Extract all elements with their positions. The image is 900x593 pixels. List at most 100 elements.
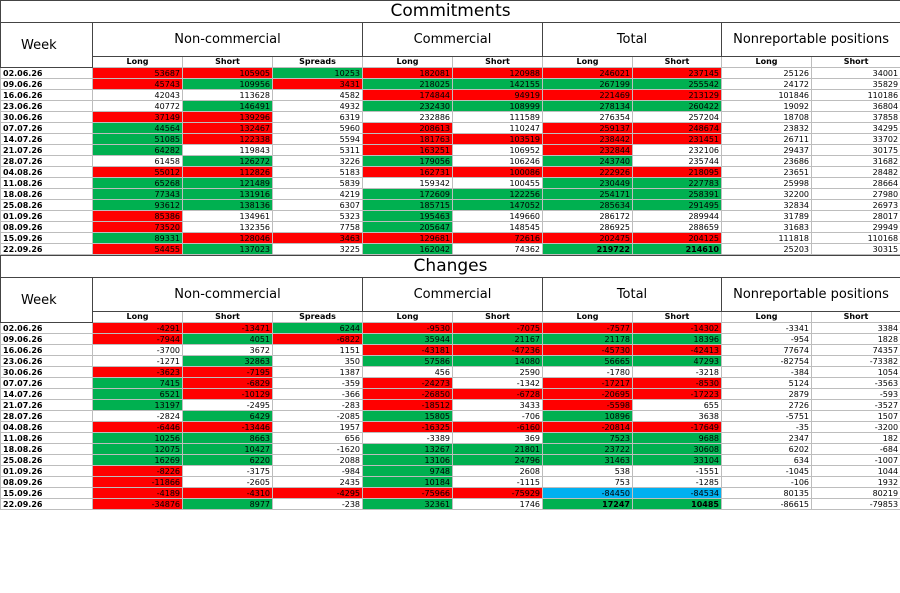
value-cell: 142155 [452,78,543,90]
value-cell: 369 [452,432,543,444]
table-row: 16.06.26 -3700 3672 1151 -43181 -47236 -45730-… [0,344,900,356]
value-cell: 10253 [272,67,363,79]
value-cell: 162042 [362,243,453,255]
week-cell: 07.07.26 [0,377,93,389]
value-cell: -6728 [452,388,543,400]
value-cell: -7075 [452,322,543,334]
week-cell: 21.07.26 [0,144,93,156]
value-cell: 138136 [182,199,273,211]
table-row: 09.06.26 -7944 4051 -6822 35944 21167 21178 183… [0,333,900,345]
value-cell: 259137 [542,122,633,134]
value-cell: 5960 [272,122,363,134]
subheader: Spreads [272,56,363,68]
value-cell: 21167 [452,333,543,345]
value-cell: 14080 [452,355,543,367]
value-cell: 106952 [452,144,543,156]
value-cell: 219722 [542,243,633,255]
value-cell: 3431 [272,78,363,90]
value-cell: -1342 [452,377,543,389]
value-cell: 16269 [92,454,183,466]
value-cell: 56665 [542,355,633,367]
value-cell: -4291 [92,322,183,334]
week-cell: 18.08.26 [0,188,93,200]
value-cell: 7523 [542,432,633,444]
value-cell: 111589 [452,111,543,123]
value-cell: 110186 [810,89,900,101]
value-cell: 139296 [182,111,273,123]
value-cell: 36804 [810,100,900,112]
week-cell: 25.08.26 [0,454,93,466]
value-cell: -42413 [632,344,722,356]
value-cell: 129681 [362,232,453,244]
value-cell: 181763 [362,133,453,145]
value-cell: -6829 [182,377,273,389]
week-cell: 30.06.26 [0,111,93,123]
value-cell: 2726 [721,399,812,411]
value-cell: 126272 [182,155,273,167]
value-cell: -82754 [721,355,812,367]
week-cell: 28.07.26 [0,155,93,167]
value-cell: 120988 [452,67,543,79]
value-cell: -26850 [362,388,453,400]
value-cell: 13106 [362,454,453,466]
value-cell: 260422 [632,100,722,112]
value-cell: 26711 [721,133,812,145]
value-cell: -1620 [272,443,363,455]
value-cell: -4295 [272,487,363,499]
value-cell: 23651 [721,166,812,178]
value-cell: 255542 [632,78,722,90]
subheader: Short [632,56,722,68]
table-row: 15.09.26 -4189 -4310 -4295 -75966 -75929 -8445… [0,487,900,499]
table-row: 28.07.26 -2824 6429 -2085 15805 -706 10896 3638… [0,410,900,422]
value-cell: 61458 [92,155,183,167]
table-row: 21.07.26 13197 -2495 -283 -18512 3433 -5598 655… [0,399,900,411]
value-cell: 286925 [542,221,633,233]
value-cell: 103519 [452,133,543,145]
value-cell: -238 [272,498,363,510]
value-cell: 174844 [362,89,453,101]
value-cell: -1115 [452,476,543,488]
value-cell: 3225 [272,243,363,255]
value-cell: 8977 [182,498,273,510]
table-row: 14.07.26 6521 -10129 -366 -26850 -6728 -20695-… [0,388,900,400]
subheader: Spreads [272,311,363,323]
changes-title: Changes [0,255,900,278]
value-cell: 218095 [632,166,722,178]
value-cell: 85386 [92,210,183,222]
table-row: 04.08.26 -6446 -13446 1957 -16325 -6160 -20814… [0,421,900,433]
week-cell: 08.09.26 [0,221,93,233]
value-cell: 27980 [810,188,900,200]
value-cell: 21178 [542,333,633,345]
value-cell: -10129 [182,388,273,400]
value-cell: 29949 [810,221,900,233]
value-cell: -9530 [362,322,453,334]
value-cell: -35 [721,421,812,433]
week-cell: 23.06.26 [0,100,93,112]
table-row: 08.09.26 73520 132356 7758 205647 148545 28692… [0,221,900,233]
value-cell: 3638 [632,410,722,422]
value-cell: 47293 [632,355,722,367]
value-cell: 214610 [632,243,722,255]
week-cell: 25.08.26 [0,199,93,211]
value-cell: 57586 [362,355,453,367]
value-cell: 205647 [362,221,453,233]
value-cell: 37858 [810,111,900,123]
value-cell: 44564 [92,122,183,134]
commitments-body: 02.06.26 53687 105905 10253 182081 120988 2460… [0,67,900,255]
value-cell: 121489 [182,177,273,189]
value-cell: 12075 [92,443,183,455]
value-cell: -593 [810,388,900,400]
week-cell: 07.07.26 [0,122,93,134]
value-cell: 54455 [92,243,183,255]
value-cell: 31789 [721,210,812,222]
week-cell: 11.08.26 [0,432,93,444]
value-cell: 179056 [362,155,453,167]
value-cell: 25998 [721,177,812,189]
value-cell: -2495 [182,399,273,411]
value-cell: 30608 [632,443,722,455]
value-cell: 246021 [542,67,633,79]
value-cell: -17217 [542,377,633,389]
table-row: 18.08.26 77343 131916 4219 172609 122256 25417… [0,188,900,200]
value-cell: 2590 [452,366,543,378]
value-cell: 149660 [452,210,543,222]
